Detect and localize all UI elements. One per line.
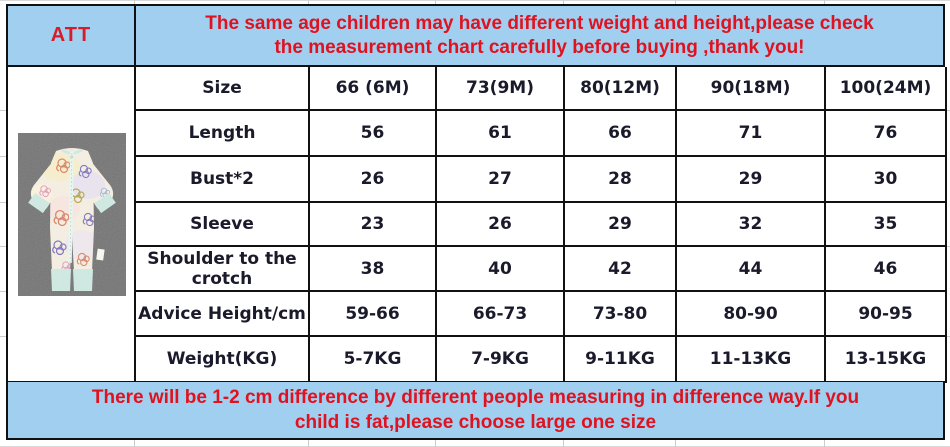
size-col-header: 90(18M) <box>675 67 826 111</box>
grid-line <box>0 246 6 247</box>
measurement-cell: 5-7KG <box>308 335 437 383</box>
measurement-cell: 56 <box>308 109 437 157</box>
size-col-header: 66 (6M) <box>308 67 437 111</box>
table-row-advice-height: Advice Height/cm 59-66 66-73 73-80 80-90… <box>7 290 947 337</box>
measurement-cell: 13-15KG <box>824 335 947 383</box>
grid-line <box>946 246 950 247</box>
measurement-cell: 28 <box>563 155 677 203</box>
size-row-label: Size <box>134 67 310 111</box>
row-label: Sleeve <box>134 201 310 247</box>
grid-line <box>134 0 135 4</box>
baby-romper-photo <box>18 133 126 296</box>
measurement-cell: 46 <box>824 245 947 292</box>
row-label: Advice Height/cm <box>134 290 310 337</box>
top-warning-message: The same age children may have different… <box>136 6 943 65</box>
measurement-cell: 26 <box>308 155 437 203</box>
measurement-cell: 42 <box>563 245 677 292</box>
measurement-cell: 29 <box>675 155 826 203</box>
table-row-size: Size 66 (6M) 73(9M) 80(12M) 90(18M) 100(… <box>6 67 947 383</box>
measurement-cell: 90-95 <box>824 290 947 337</box>
grid-line <box>0 336 6 337</box>
grid-line <box>0 156 6 157</box>
size-col-header: 80(12M) <box>563 67 677 111</box>
row-label: Bust*2 <box>134 155 310 203</box>
measurement-cell: 76 <box>824 109 947 157</box>
measurement-cell: 29 <box>563 201 677 247</box>
measurement-cell: 11-13KG <box>675 335 826 383</box>
grid-line <box>824 440 825 447</box>
bottom-warning-line1: There will be 1-2 cm difference by diffe… <box>91 387 860 408</box>
row-label: Weight(KG) <box>134 335 310 383</box>
size-chart-table: Size 66 (6M) 73(9M) 80(12M) 90(18M) 100(… <box>6 67 947 383</box>
measurement-cell: 66-73 <box>435 290 565 337</box>
measurement-cell: 71 <box>675 109 826 157</box>
measurement-cell: 38 <box>308 245 437 292</box>
measurement-cell: 27 <box>435 155 565 203</box>
row-label: Shoulder to the crotch <box>134 245 310 292</box>
measurement-cell: 32 <box>675 201 826 247</box>
measurement-cell: 80-90 <box>675 290 826 337</box>
grid-line <box>308 0 309 4</box>
grid-line <box>0 202 6 203</box>
table-row-weight: Weight(KG) 5-7KG 7-9KG 9-11KG 11-13KG 13… <box>7 335 947 383</box>
size-col-header: 73(9M) <box>435 67 565 111</box>
measurement-cell: 26 <box>435 201 565 247</box>
grid-line <box>675 440 676 447</box>
grid-line <box>134 440 135 447</box>
table-row-sleeve: Sleeve 23 26 29 32 35 <box>7 201 947 247</box>
baby-romper-image <box>18 133 126 296</box>
top-warning-line1: The same age children may have different… <box>205 12 874 34</box>
measurement-cell: 59-66 <box>308 290 437 337</box>
grid-line <box>675 0 676 4</box>
measurement-cell: 35 <box>824 201 947 247</box>
grid-line <box>946 110 950 111</box>
grid-line <box>824 0 825 4</box>
measurement-cell: 40 <box>435 245 565 292</box>
grid-line <box>563 440 564 447</box>
measurement-cell: 7-9KG <box>435 335 565 383</box>
bottom-warning-banner: There will be 1-2 cm difference by diffe… <box>6 382 945 440</box>
grid-line <box>0 291 6 292</box>
measurement-cell: 66 <box>563 109 677 157</box>
grid-line <box>308 440 309 447</box>
product-photo-cell <box>6 67 136 383</box>
measurement-cell: 73-80 <box>563 290 677 337</box>
measurement-cell: 30 <box>824 155 947 203</box>
grid-line <box>0 110 6 111</box>
table-row-shoulder-crotch: Shoulder to the crotch 38 40 42 44 46 <box>7 245 947 292</box>
grid-line <box>0 0 950 1</box>
grid-line <box>946 336 950 337</box>
table-row-bust: Bust*2 26 27 28 29 30 <box>7 155 947 203</box>
row-label: Length <box>134 109 310 157</box>
measurement-cell: 23 <box>308 201 437 247</box>
table-row-length: Length 56 61 66 71 76 <box>7 109 947 157</box>
top-warning-line2: the measurement chart carefully before b… <box>274 36 805 58</box>
att-label: ATT <box>8 6 136 65</box>
top-warning-banner: ATT The same age children may have diffe… <box>6 4 945 67</box>
grid-line <box>563 0 564 4</box>
measurement-cell: 44 <box>675 245 826 292</box>
measurement-cell: 61 <box>435 109 565 157</box>
measurement-cell: 9-11KG <box>563 335 677 383</box>
bottom-warning-line2: child is fat,please choose large one siz… <box>294 412 657 433</box>
grid-line <box>435 0 436 4</box>
grid-line <box>435 440 436 447</box>
size-col-header: 100(24M) <box>824 67 947 111</box>
